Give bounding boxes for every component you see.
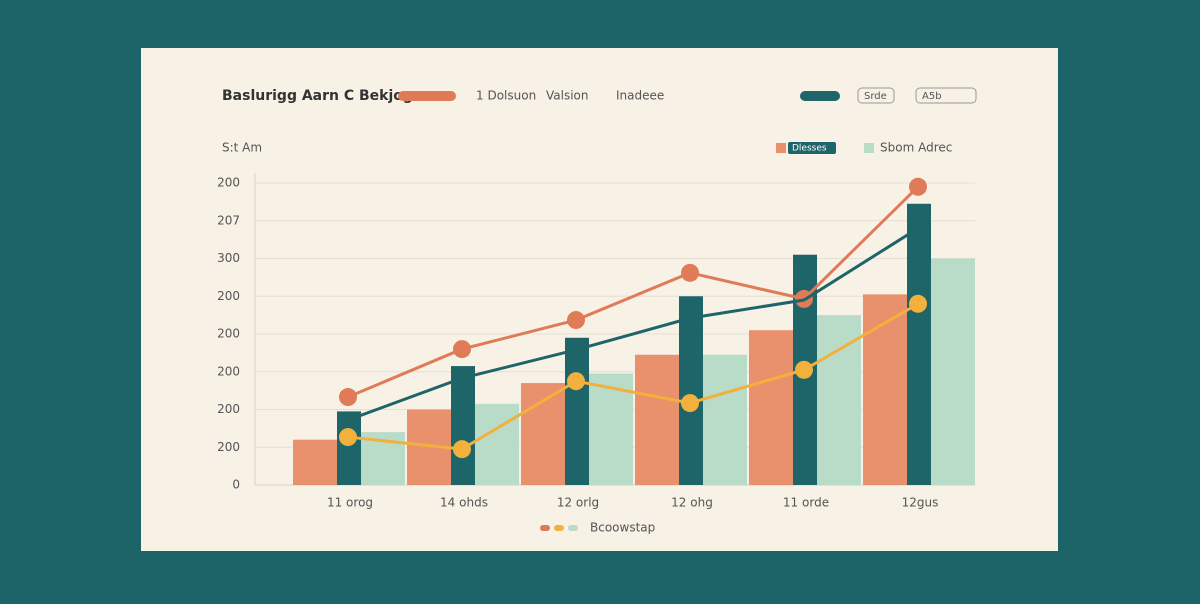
y-tick-label: 207 (217, 213, 240, 227)
y-tick-label: 200 (217, 402, 240, 416)
legend-label: Sbom Adrec (880, 141, 952, 155)
bar (749, 330, 793, 485)
legend-label: Dlesses (792, 144, 827, 154)
line (347, 302, 919, 451)
x-tick-label: 12 ohg (671, 496, 713, 510)
bar (293, 439, 337, 485)
bar (907, 203, 931, 485)
bar (565, 337, 589, 485)
line-marker (909, 294, 927, 313)
button-label[interactable]: A5b (922, 91, 942, 102)
y-axis-label: S:t Am (222, 141, 262, 155)
bar (817, 315, 861, 485)
legend-label: Bcoowstap (590, 521, 655, 535)
y-tick-label: 200 (217, 176, 240, 190)
line-marker (795, 360, 813, 379)
legend-label: Valsion (546, 89, 589, 103)
x-tick-label: 14 ohds (440, 496, 488, 510)
bar (679, 296, 703, 485)
bar (635, 354, 679, 485)
bar (863, 294, 907, 485)
line-marker (681, 263, 699, 282)
y-tick-label: 300 (217, 251, 240, 265)
legend-swatch (864, 143, 874, 153)
line-marker (453, 340, 471, 359)
line-marker (453, 440, 471, 459)
button-label[interactable]: Srde (864, 91, 887, 102)
x-tick-label: 11 orde (783, 496, 829, 510)
line-marker (567, 311, 585, 330)
x-tick-label: 12gus (902, 496, 939, 510)
y-tick-label: 200 (217, 327, 240, 341)
legend-swatch (568, 525, 578, 531)
bar (451, 366, 475, 485)
bar (931, 258, 975, 485)
legend-swatch (776, 143, 786, 153)
line-marker (339, 388, 357, 407)
legend-swatch (398, 91, 456, 101)
legend-label: 1 Dolsuon (476, 89, 536, 103)
legend-swatch (800, 91, 840, 101)
y-tick-label: 200 (217, 289, 240, 303)
line-marker (567, 372, 585, 391)
legend-label: Inadeee (616, 89, 664, 103)
line (347, 185, 920, 399)
x-tick-label: 11 orog (327, 496, 373, 510)
y-tick-label: 0 (232, 478, 240, 492)
legend-swatch (788, 142, 836, 154)
y-tick-label: 200 (217, 440, 240, 454)
line-marker (909, 177, 927, 196)
y-tick-label: 200 (217, 364, 240, 378)
bar (521, 383, 565, 485)
chart-title: Baslurigg Aarn C Bekjog (222, 88, 413, 104)
line-marker (681, 394, 699, 413)
bar (475, 403, 519, 485)
button[interactable] (915, 87, 977, 104)
line-marker (339, 428, 357, 447)
bar (337, 411, 361, 485)
bar (703, 354, 747, 485)
line (347, 227, 919, 422)
legend-swatch (540, 525, 550, 531)
legend-swatch (554, 525, 564, 531)
button[interactable] (857, 87, 895, 104)
x-tick-label: 12 orlg (557, 496, 599, 510)
